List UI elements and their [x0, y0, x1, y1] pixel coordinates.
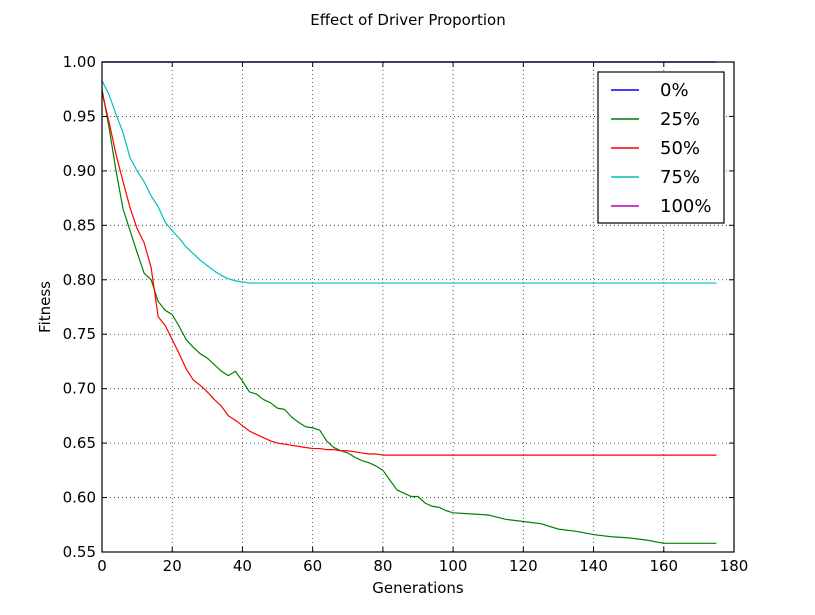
axis-ticks — [101, 61, 735, 553]
y-tick-label: 0.55 — [63, 543, 96, 561]
legend-label: 100% — [660, 196, 711, 217]
series-line-3 — [101, 80, 717, 284]
x-tick-label: 160 — [649, 557, 678, 575]
y-tick-labels: 0.55 0.60 0.65 0.70 0.75 0.80 0.85 0.90 0.95 1.00 — [63, 53, 96, 561]
series-line-2 — [101, 92, 717, 456]
y-tick-label: 0.85 — [63, 216, 96, 234]
x-tick-label: 20 — [163, 557, 182, 575]
x-tick-labels: 0 20 40 60 80 100 120 140 160 180 — [97, 557, 748, 575]
y-tick-label: 0.65 — [63, 434, 96, 452]
legend-label: 25% — [660, 109, 700, 130]
x-tick-label: 180 — [720, 557, 749, 575]
x-tick-label: 100 — [439, 557, 468, 575]
x-tick-label: 120 — [509, 557, 538, 575]
series-line-1 — [101, 89, 717, 544]
y-tick-label: 0.80 — [63, 271, 96, 289]
x-tick-label: 140 — [579, 557, 608, 575]
y-tick-label: 0.70 — [63, 380, 96, 398]
x-tick-label: 40 — [233, 557, 252, 575]
plot-area-frame — [101, 61, 735, 553]
chart-title: Effect of Driver Proportion — [310, 11, 505, 29]
x-tick-label: 60 — [303, 557, 322, 575]
y-tick-label: 1.00 — [63, 53, 96, 71]
y-tick-label: 0.90 — [63, 162, 96, 180]
legend: 0% 25% 50% 75% 100% — [597, 71, 725, 224]
legend-label: 75% — [660, 167, 700, 188]
y-tick-label: 0.75 — [63, 325, 96, 343]
legend-label: 50% — [660, 138, 700, 159]
y-axis-label: Fitness — [36, 281, 54, 333]
y-tick-label: 0.95 — [63, 107, 96, 125]
x-tick-label: 80 — [373, 557, 392, 575]
x-tick-label: 0 — [97, 557, 107, 575]
x-axis-label: Generations — [372, 579, 464, 597]
y-tick-label: 0.60 — [63, 489, 96, 507]
legend-label: 0% — [660, 80, 689, 101]
